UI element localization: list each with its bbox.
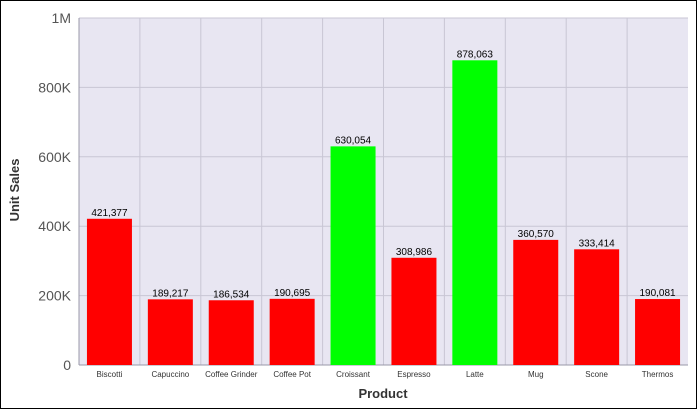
data-label: 189,217	[152, 288, 189, 299]
bar	[86, 218, 132, 365]
y-tick-label: 200K	[38, 288, 71, 304]
x-category-label: Espresso	[397, 370, 431, 379]
x-category-label: Coffee Pot	[273, 370, 311, 379]
bar	[208, 300, 254, 365]
bars: 421,377 189,217 186,534 190,695 630,054 308,9…	[86, 49, 681, 366]
data-label: 630,054	[335, 135, 372, 146]
bar	[147, 299, 193, 365]
x-axis-title: Product	[358, 386, 408, 401]
bar	[635, 299, 681, 365]
y-tick-label: 0	[63, 357, 71, 373]
data-label: 190,695	[274, 288, 311, 299]
data-label: 878,063	[457, 49, 494, 60]
x-category-label: Biscotti	[97, 370, 123, 379]
x-category-label: Thermos	[642, 370, 674, 379]
x-axis-categories: Biscotti Capuccino Coffee Grinder Coffee Po…	[97, 370, 674, 379]
bar	[513, 239, 559, 365]
data-label: 421,377	[91, 208, 128, 219]
x-category-label: Latte	[466, 370, 484, 379]
data-label: 308,986	[396, 247, 433, 258]
x-category-label: Croissant	[336, 370, 371, 379]
data-label: 186,534	[213, 289, 250, 300]
y-tick-label: 1M	[52, 10, 71, 26]
y-tick-label: 400K	[38, 218, 71, 234]
y-tick-label: 600K	[38, 149, 71, 165]
y-tick-label: 800K	[38, 79, 71, 95]
x-category-label: Mug	[528, 370, 544, 379]
bar	[452, 60, 498, 366]
data-label: 333,414	[579, 238, 616, 249]
y-axis-title: Unit Sales	[7, 159, 22, 222]
x-category-label: Scone	[585, 370, 608, 379]
y-axis-ticks: 0 200K 400K 600K 800K 1M	[38, 10, 71, 373]
bar	[391, 257, 437, 365]
data-label: 190,081	[639, 288, 676, 299]
bar	[269, 298, 315, 365]
bar	[574, 249, 620, 365]
bar	[330, 146, 376, 365]
x-category-label: Capuccino	[151, 370, 189, 379]
x-category-label: Coffee Grinder	[205, 370, 258, 379]
data-label: 360,570	[518, 229, 555, 240]
